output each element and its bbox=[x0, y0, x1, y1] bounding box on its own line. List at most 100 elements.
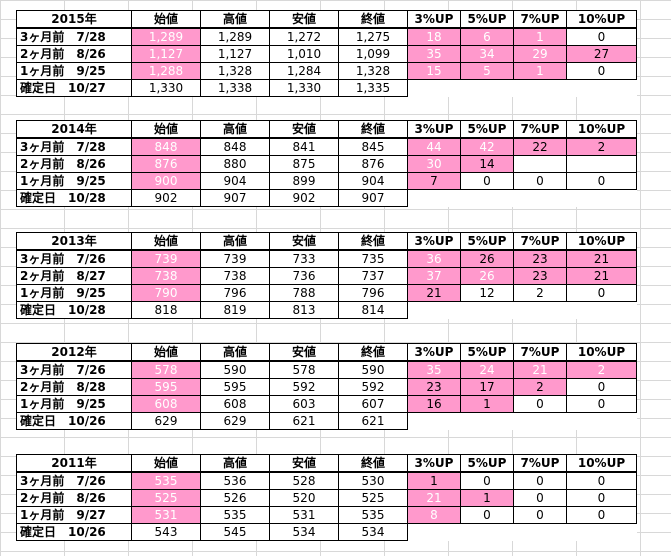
value-cell[interactable]: 29 bbox=[513, 45, 567, 63]
value-cell[interactable]: 0 bbox=[566, 506, 637, 524]
year-label[interactable]: 2011年 bbox=[16, 454, 132, 473]
column-header[interactable]: 終値 bbox=[338, 120, 408, 139]
row-label[interactable]: 2ヶ月前 8/26 bbox=[16, 155, 132, 173]
column-header[interactable]: 7%UP bbox=[513, 120, 567, 139]
value-cell[interactable]: 543 bbox=[131, 523, 201, 541]
value-cell[interactable]: 525 bbox=[131, 489, 201, 507]
value-cell[interactable]: 621 bbox=[338, 412, 408, 430]
empty-cell[interactable] bbox=[461, 190, 514, 207]
value-cell[interactable]: 531 bbox=[269, 506, 339, 524]
value-cell[interactable]: 880 bbox=[200, 155, 270, 173]
column-header[interactable]: 高値 bbox=[200, 454, 270, 473]
value-cell[interactable]: 34 bbox=[460, 45, 514, 63]
column-header[interactable]: 10%UP bbox=[566, 454, 637, 473]
value-cell[interactable]: 621 bbox=[269, 412, 339, 430]
row-label[interactable]: 確定日 10/26 bbox=[16, 412, 132, 430]
column-header[interactable]: 5%UP bbox=[460, 10, 514, 29]
value-cell[interactable]: 907 bbox=[338, 189, 408, 207]
column-header[interactable]: 安値 bbox=[269, 120, 339, 139]
value-cell[interactable]: 0 bbox=[566, 378, 637, 396]
value-cell[interactable]: 1,272 bbox=[269, 27, 339, 46]
value-cell[interactable]: 0 bbox=[460, 172, 514, 190]
value-cell[interactable]: 848 bbox=[131, 137, 201, 156]
empty-cell[interactable] bbox=[514, 524, 567, 541]
row-label[interactable]: 2ヶ月前 8/26 bbox=[16, 45, 132, 63]
value-cell[interactable]: 26 bbox=[460, 249, 514, 268]
value-cell[interactable]: 6 bbox=[460, 27, 514, 46]
row-label[interactable]: 1ヶ月前 9/25 bbox=[16, 172, 132, 190]
value-cell[interactable]: 2 bbox=[566, 137, 637, 156]
value-cell[interactable]: 18 bbox=[407, 27, 461, 46]
value-cell[interactable]: 1,289 bbox=[200, 27, 270, 46]
value-cell[interactable]: 2 bbox=[513, 378, 567, 396]
value-cell[interactable]: 27 bbox=[566, 45, 637, 63]
value-cell[interactable]: 737 bbox=[338, 267, 408, 285]
value-cell[interactable]: 608 bbox=[131, 395, 201, 413]
value-cell[interactable]: 21 bbox=[566, 267, 637, 285]
empty-cell[interactable] bbox=[567, 80, 637, 97]
column-header[interactable]: 安値 bbox=[269, 454, 339, 473]
value-cell[interactable]: 536 bbox=[200, 471, 270, 490]
column-header[interactable]: 3%UP bbox=[407, 232, 461, 251]
value-cell[interactable]: 608 bbox=[200, 395, 270, 413]
value-cell[interactable]: 7 bbox=[407, 172, 461, 190]
value-cell[interactable]: 1,127 bbox=[131, 45, 201, 63]
column-header[interactable]: 高値 bbox=[200, 232, 270, 251]
value-cell[interactable]: 535 bbox=[338, 506, 408, 524]
value-cell[interactable]: 733 bbox=[269, 249, 339, 268]
value-cell[interactable]: 21 bbox=[407, 489, 461, 507]
empty-cell[interactable] bbox=[461, 524, 514, 541]
value-cell[interactable]: 1 bbox=[460, 395, 514, 413]
value-cell[interactable]: 44 bbox=[407, 137, 461, 156]
value-cell[interactable]: 545 bbox=[200, 523, 270, 541]
empty-cell[interactable] bbox=[408, 190, 461, 207]
value-cell[interactable]: 595 bbox=[200, 378, 270, 396]
value-cell[interactable]: 0 bbox=[513, 471, 567, 490]
value-cell[interactable]: 848 bbox=[200, 137, 270, 156]
value-cell[interactable]: 1,338 bbox=[200, 79, 270, 97]
value-cell[interactable]: 0 bbox=[513, 395, 567, 413]
empty-cell[interactable] bbox=[567, 524, 637, 541]
empty-cell[interactable] bbox=[514, 413, 567, 430]
value-cell[interactable]: 24 bbox=[460, 360, 514, 379]
value-cell[interactable]: 796 bbox=[338, 284, 408, 302]
column-header[interactable]: 終値 bbox=[338, 232, 408, 251]
value-cell[interactable]: 531 bbox=[131, 506, 201, 524]
value-cell[interactable]: 735 bbox=[338, 249, 408, 268]
column-header[interactable]: 始値 bbox=[131, 232, 201, 251]
column-header[interactable]: 7%UP bbox=[513, 454, 567, 473]
column-header[interactable]: 5%UP bbox=[460, 454, 514, 473]
value-cell[interactable]: 841 bbox=[269, 137, 339, 156]
row-label[interactable]: 3ヶ月前 7/26 bbox=[16, 360, 132, 379]
row-label[interactable]: 2ヶ月前 8/28 bbox=[16, 378, 132, 396]
value-cell[interactable]: 0 bbox=[460, 471, 514, 490]
column-header[interactable]: 10%UP bbox=[566, 10, 637, 29]
value-cell[interactable]: 0 bbox=[566, 471, 637, 490]
value-cell[interactable]: 590 bbox=[338, 360, 408, 379]
value-cell[interactable]: 904 bbox=[338, 172, 408, 190]
value-cell[interactable]: 813 bbox=[269, 301, 339, 319]
column-header[interactable]: 7%UP bbox=[513, 343, 567, 362]
column-header[interactable]: 3%UP bbox=[407, 454, 461, 473]
row-label[interactable]: 3ヶ月前 7/28 bbox=[16, 137, 132, 156]
empty-cell[interactable] bbox=[408, 413, 461, 430]
value-cell[interactable]: 736 bbox=[269, 267, 339, 285]
column-header[interactable]: 始値 bbox=[131, 454, 201, 473]
value-cell[interactable]: 876 bbox=[131, 155, 201, 173]
value-cell[interactable]: 1,275 bbox=[338, 27, 408, 46]
value-cell[interactable]: 1,328 bbox=[200, 62, 270, 80]
value-cell[interactable]: 595 bbox=[131, 378, 201, 396]
value-cell[interactable]: 1,099 bbox=[338, 45, 408, 63]
value-cell[interactable]: 30 bbox=[407, 155, 461, 173]
column-header[interactable]: 始値 bbox=[131, 10, 201, 29]
empty-cell[interactable] bbox=[567, 302, 637, 319]
value-cell[interactable]: 1,335 bbox=[338, 79, 408, 97]
value-cell[interactable]: 1,330 bbox=[269, 79, 339, 97]
value-cell[interactable]: 23 bbox=[513, 267, 567, 285]
value-cell[interactable]: 528 bbox=[269, 471, 339, 490]
column-header[interactable]: 安値 bbox=[269, 10, 339, 29]
empty-cell[interactable] bbox=[514, 302, 567, 319]
value-cell[interactable]: 35 bbox=[407, 45, 461, 63]
column-header[interactable]: 10%UP bbox=[566, 343, 637, 362]
column-header[interactable]: 3%UP bbox=[407, 120, 461, 139]
